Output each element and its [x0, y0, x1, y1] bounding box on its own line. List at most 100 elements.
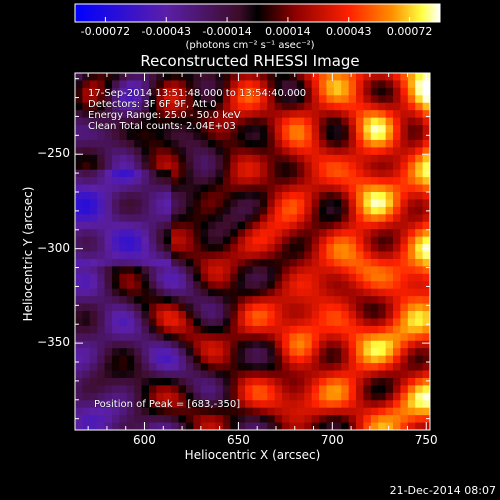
heatmap-cell [193, 132, 202, 141]
heatmap-cell [156, 288, 165, 297]
heatmap-cell [296, 303, 305, 312]
heatmap-cell [193, 385, 202, 394]
heatmap-cell [252, 177, 261, 185]
heatmap-cell [222, 288, 231, 297]
heatmap-cell [141, 311, 150, 319]
heatmap-cell [134, 206, 142, 215]
heatmap-cell [237, 199, 246, 208]
heatmap-cell [333, 95, 342, 104]
heatmap-cell [267, 117, 276, 126]
heatmap-cell [363, 288, 372, 297]
heatmap-cell [193, 139, 202, 148]
heatmap-cell [141, 110, 150, 119]
heatmap-cell [296, 281, 305, 290]
heatmap-cell [104, 340, 113, 349]
axis-ticks [75, 73, 430, 430]
heatmap-cell [237, 392, 246, 401]
heatmap-cell [230, 117, 239, 126]
heatmap-cell [200, 236, 209, 245]
heatmap-cell [89, 266, 98, 275]
heatmap-cell [400, 87, 409, 96]
heatmap-cell [296, 348, 305, 357]
heatmap-cell [385, 266, 394, 275]
heatmap-cell [304, 169, 313, 178]
heatmap-cell [104, 415, 113, 423]
heatmap-cell [200, 125, 209, 133]
heatmap-cell [111, 355, 120, 364]
heatmap-cell [289, 169, 298, 178]
heatmap-cell [75, 147, 83, 156]
heatmap-cell [252, 355, 261, 364]
heatmap-cell [230, 251, 239, 260]
heatmap-cell [393, 102, 401, 111]
heatmap-cell [111, 348, 120, 357]
heatmap-cell [134, 400, 142, 409]
heatmap-cell [178, 154, 187, 163]
heatmap-cell [326, 370, 335, 379]
colorbar-tick-label: -0.00043 [141, 25, 191, 38]
heatmap-cell [319, 422, 327, 431]
heatmap-cell [363, 132, 372, 141]
heatmap-cell [230, 266, 239, 275]
heatmap-cell [341, 400, 350, 409]
heatmap-cell [75, 236, 83, 245]
heatmap-cell [282, 169, 290, 178]
heatmap-cell [326, 206, 335, 215]
heatmap-cell [422, 162, 431, 171]
heatmap-cell [311, 73, 320, 81]
heatmap-cell [208, 132, 216, 141]
heatmap-cell [252, 236, 261, 245]
heatmap-cell [363, 73, 372, 81]
heatmap-cell [415, 325, 424, 334]
heatmap-cell [252, 281, 261, 290]
heatmap-cell [82, 117, 91, 126]
heatmap-cell [163, 325, 172, 334]
heatmap-cell [171, 400, 179, 409]
heatmap-cell [185, 162, 194, 171]
heatmap-cell [104, 311, 113, 319]
heatmap-cell [333, 169, 342, 178]
heatmap-cell [208, 73, 216, 81]
heatmap-cell [319, 258, 327, 267]
heatmap-cell [415, 221, 424, 230]
heatmap-cell [259, 244, 268, 252]
heatmap-cell [245, 333, 253, 342]
heatmap-cell [304, 132, 313, 141]
heatmap-cell [222, 221, 231, 230]
heatmap-cell [185, 266, 194, 275]
heatmap-cell [163, 303, 172, 312]
heatmap-cell [156, 199, 165, 208]
heatmap-cell [230, 206, 239, 215]
heatmap-cell [319, 251, 327, 260]
heatmap-cell [141, 147, 150, 156]
heatmap-cell [171, 407, 179, 416]
heatmap-cell [356, 333, 364, 342]
heatmap-cell [200, 273, 209, 282]
heatmap-cell [252, 385, 261, 394]
heatmap-cell [289, 415, 298, 423]
heatmap-cell [75, 318, 83, 327]
heatmap-cell [222, 80, 231, 89]
heatmap-cell [178, 184, 187, 193]
heatmap-cell [185, 169, 194, 178]
heatmap-cell [245, 355, 253, 364]
heatmap-cell [97, 288, 105, 297]
heatmap-cell [296, 340, 305, 349]
heatmap-cell [378, 162, 387, 171]
heatmap-cell [407, 311, 416, 319]
heatmap-cell [267, 236, 276, 245]
heatmap-cell [208, 244, 216, 252]
heatmap-cell [252, 229, 261, 238]
heatmap-cell [75, 73, 83, 81]
heatmap-cell [171, 139, 179, 148]
heatmap-cell [230, 132, 239, 141]
heatmap-cell [356, 296, 364, 304]
heatmap-cell [282, 199, 290, 208]
heatmap-cell [289, 199, 298, 208]
heatmap-cell [208, 392, 216, 401]
heatmap-cell [178, 117, 187, 126]
heatmap-cell [156, 303, 165, 312]
heatmap-cell [415, 102, 424, 111]
heatmap-cell [296, 80, 305, 89]
heatmap-cell [222, 139, 231, 148]
